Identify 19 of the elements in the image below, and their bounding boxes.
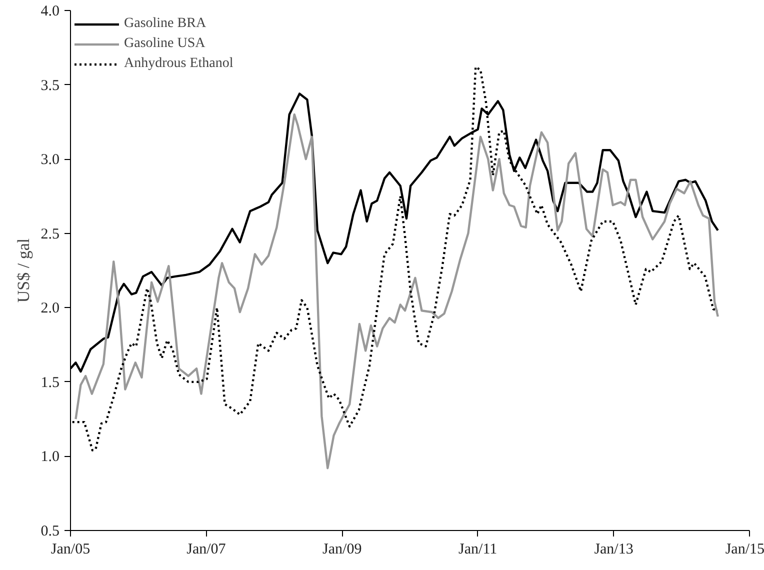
legend-label: Gasoline BRA <box>124 16 206 32</box>
legend-label: Anhydrous Ethanol <box>124 56 234 72</box>
y-tick-label: 2.5 <box>40 226 60 242</box>
y-tick-label: 1.5 <box>40 374 60 391</box>
y-tick-label: 2.0 <box>40 300 60 317</box>
y-tick-label: 0.5 <box>40 524 60 540</box>
legend-label: Gasoline USA <box>124 36 206 52</box>
y-tick-label: 4.0 <box>40 4 60 20</box>
x-tick-label: Jan/13 <box>594 542 634 558</box>
x-tick-label: Jan/15 <box>725 542 764 558</box>
x-tick-label: Jan/09 <box>322 542 362 558</box>
y-tick-label: 3.0 <box>40 152 60 168</box>
y-tick-label: 3.5 <box>40 78 60 94</box>
x-tick-label: Jan/05 <box>50 542 90 558</box>
x-tick-label: Jan/11 <box>458 542 498 558</box>
y-tick-label: 1.0 <box>40 449 60 466</box>
y-axis-title: US$ / gal <box>14 238 33 303</box>
line-series <box>74 113 719 470</box>
x-tick-label: Jan/07 <box>186 542 226 558</box>
